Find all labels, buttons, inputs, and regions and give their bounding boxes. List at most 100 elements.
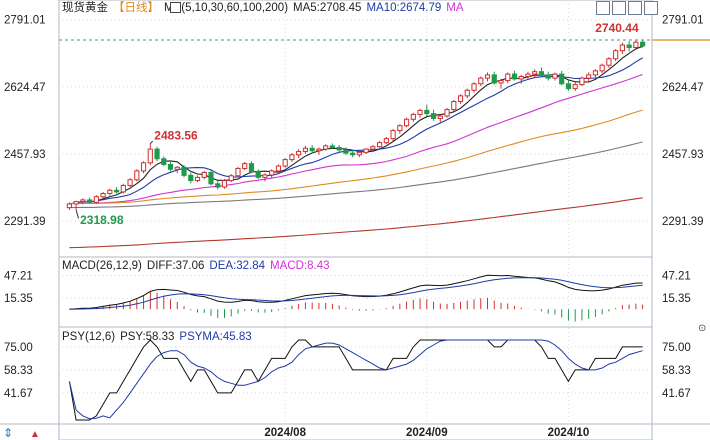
- candle-body: [444, 109, 450, 117]
- candle-body: [275, 165, 282, 172]
- psy-tick-right: 41.67: [662, 388, 691, 400]
- psyma-line: [68, 339, 643, 420]
- candle-body: [478, 77, 484, 85]
- high-label-pointer: [149, 140, 154, 145]
- candle-body: [188, 174, 194, 182]
- price-tick-right: 2791.01: [662, 15, 704, 27]
- high-label: 2483.56: [154, 129, 198, 143]
- candle-body: [572, 84, 578, 90]
- ma-params: MA(5,10,30,60,100,200): [164, 2, 289, 14]
- restore-icon[interactable]: [628, 1, 642, 15]
- price-tick-right: 2291.39: [662, 216, 704, 228]
- plot-frame: [58, 0, 653, 440]
- candle-body: [626, 44, 632, 48]
- candle-body: [269, 170, 275, 176]
- candle-body: [343, 149, 349, 154]
- bars-icon[interactable]: [612, 1, 626, 15]
- low-label-pointer: [75, 209, 79, 219]
- period-label[interactable]: 【日线】: [113, 2, 159, 14]
- candle-body: [363, 148, 369, 153]
- candle-body: [525, 73, 531, 78]
- candle-body: [538, 71, 545, 76]
- candle-body: [215, 183, 221, 188]
- candle-body: [403, 118, 410, 127]
- candle-body: [471, 83, 477, 91]
- candle-body: [498, 80, 504, 84]
- candle-body: [174, 166, 180, 170]
- price-tick-left: 2457.93: [4, 149, 46, 161]
- candle-body: [633, 41, 639, 48]
- candle-body: [457, 95, 464, 103]
- tile-icon[interactable]: [596, 1, 610, 15]
- ma200-line: [69, 197, 643, 249]
- candle-body: [410, 113, 416, 120]
- candle-body: [309, 147, 315, 152]
- macd-tick-left: 47.21: [4, 271, 33, 283]
- candle-body: [350, 152, 356, 156]
- macd-dea-line: [69, 277, 643, 310]
- candle-body: [255, 171, 261, 178]
- candle-body: [93, 196, 99, 203]
- candle-body: [289, 154, 295, 161]
- candle-body: [586, 74, 592, 79]
- candle-body: [430, 113, 437, 119]
- candle-body: [73, 201, 79, 205]
- macd-tick-left: 15.35: [4, 293, 33, 305]
- psy-tick-right: 58.33: [662, 365, 691, 377]
- candle-body: [120, 184, 126, 193]
- ma30-line: [69, 73, 643, 205]
- annotations: 2483.56 2318.98 2740.44 ⇕ ▲ ⊙: [3, 21, 710, 440]
- psy-label: PSY(12,6): [62, 331, 116, 343]
- low-label: 2318.98: [80, 213, 124, 227]
- close-icon[interactable]: [644, 1, 658, 15]
- candle-body: [377, 142, 383, 148]
- candle-body: [545, 74, 551, 79]
- ma100-line: [69, 141, 643, 209]
- instrument-title: 现货黄金: [62, 2, 108, 14]
- candle-body: [262, 174, 268, 178]
- candle-body: [559, 73, 565, 85]
- candle-body: [599, 64, 605, 72]
- candle-body: [248, 163, 255, 173]
- price-tick-left: 2291.39: [4, 216, 46, 228]
- candle-body: [302, 147, 309, 153]
- candle-body: [505, 73, 511, 82]
- candle-body: [100, 192, 106, 198]
- candle-body: [113, 189, 120, 193]
- psy-tick-right: 75.00: [662, 342, 691, 354]
- candle-body: [80, 199, 86, 203]
- candle-body: [66, 203, 72, 209]
- price-tick-right: 2624.47: [662, 82, 704, 94]
- candle-body: [167, 163, 174, 170]
- psy-panel: [68, 339, 643, 421]
- psy-value: PSY:58.33: [120, 331, 175, 343]
- candle-body: [579, 77, 585, 86]
- candle-body: [511, 73, 518, 80]
- candle-body: [383, 138, 389, 144]
- candle-body: [228, 175, 234, 182]
- candle-body: [296, 151, 302, 156]
- macd-label: MACD(26,12,9): [62, 260, 142, 272]
- candle-body: [451, 101, 457, 111]
- candle-body: [329, 145, 335, 149]
- psy-header: PSY(12,6) PSY:58.33 PSYMA:45.83: [62, 330, 257, 344]
- macd-header: MACD(26,12,9) DIFF:37.06 DEA:32.84 MACD:8.4…: [62, 259, 334, 273]
- price-header: 现货黄金 【日线】 MA(5,10,30,60,100,200) MA5:2708.4…: [62, 1, 469, 15]
- axis-ticks: 2791.01 2791.01 2624.47 2624.47 2457.93 2457.…: [4, 15, 704, 400]
- candle-body: [424, 109, 430, 115]
- ma-extra: MA: [446, 2, 464, 14]
- psy-tick-left: 58.33: [4, 365, 33, 377]
- candle-body: [336, 147, 342, 151]
- x-axis-label: 2024/08: [264, 427, 306, 439]
- psy-tick-left: 41.67: [4, 388, 33, 400]
- candle-body: [221, 180, 228, 188]
- macd-tick-right: 47.21: [662, 271, 691, 283]
- x-axis-label: 2024/09: [406, 427, 448, 439]
- candle-body: [619, 44, 625, 52]
- ma60-line: [69, 109, 643, 205]
- candle-body: [323, 145, 329, 150]
- psyma-value: PSYMA:45.83: [179, 331, 252, 343]
- candle-body: [437, 115, 443, 119]
- ma-toggle-icon[interactable]: [170, 2, 181, 13]
